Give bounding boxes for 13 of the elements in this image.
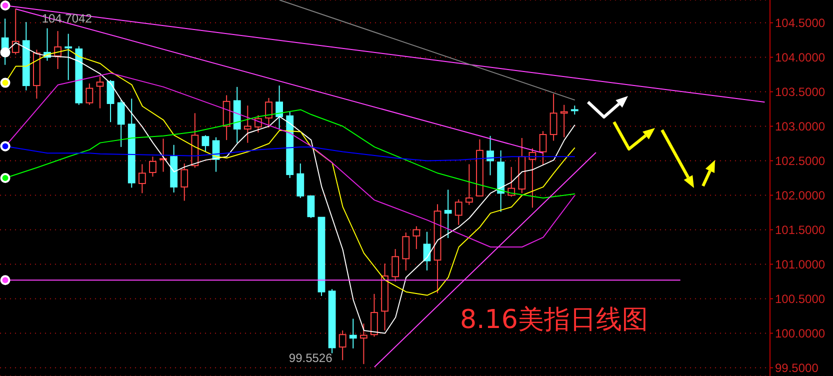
text: 8.16美指日线图 bbox=[460, 304, 648, 337]
y-tick-label: 100.5000 bbox=[775, 292, 826, 306]
y-tick-label: 102.5000 bbox=[775, 154, 826, 168]
y-tick-label: 104.0000 bbox=[775, 50, 826, 65]
y-tick-label: 103.5000 bbox=[775, 85, 826, 100]
y-tick-label: 101.0000 bbox=[775, 257, 826, 272]
annotation: 99.5526 bbox=[288, 351, 333, 366]
y-tick-label: 102.0000 bbox=[775, 188, 826, 203]
y-tick-label: 103.0000 bbox=[775, 120, 826, 134]
y-tick-label: 99.5000 bbox=[775, 360, 819, 375]
y-tick-label: 101.5000 bbox=[775, 223, 826, 237]
y-tick-label: 100.0000 bbox=[775, 326, 826, 340]
y-tick-label: 104.5000 bbox=[775, 16, 826, 30]
